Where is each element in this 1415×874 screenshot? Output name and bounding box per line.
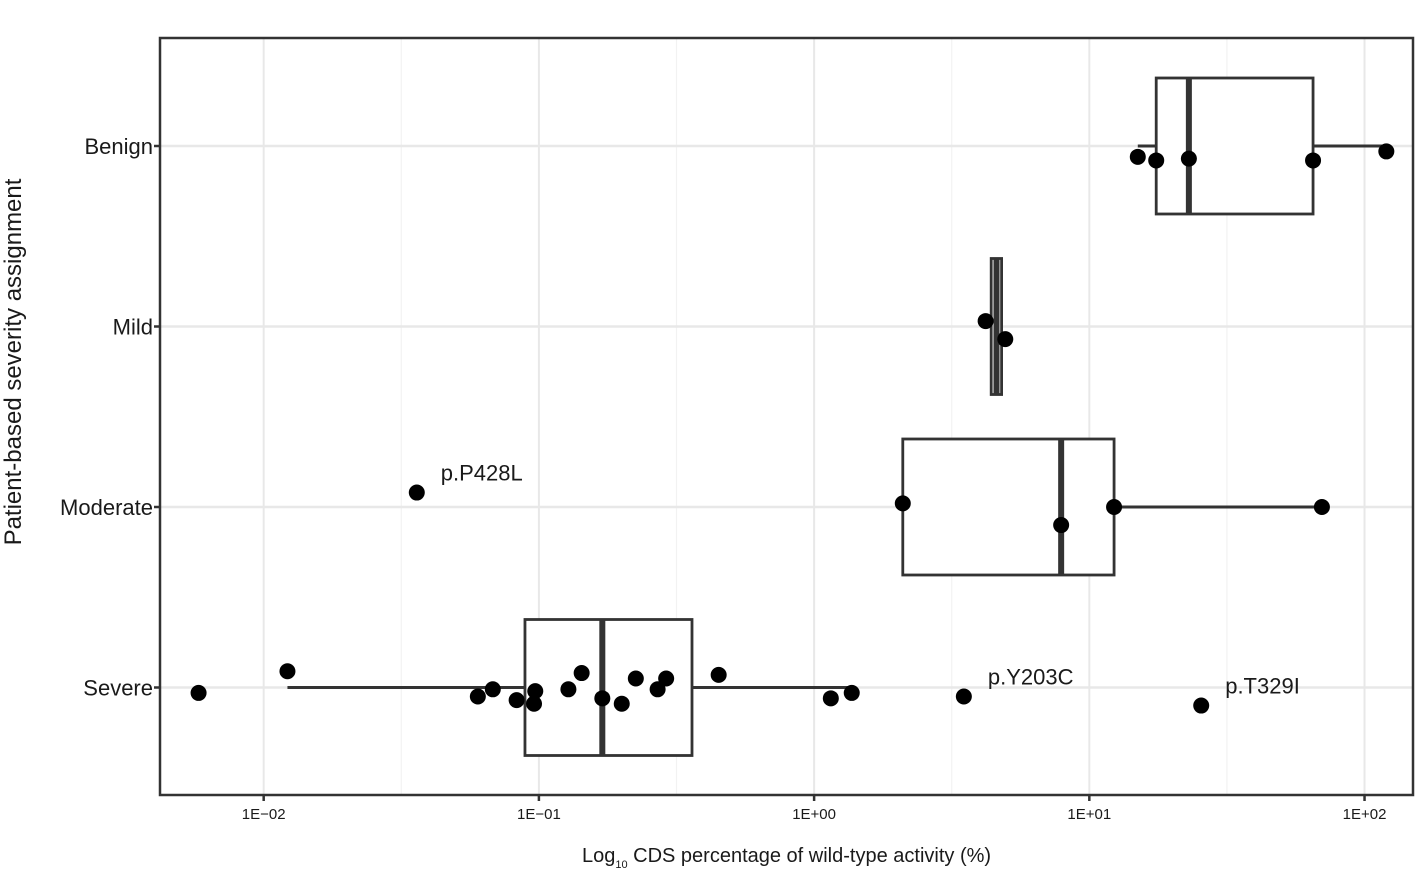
data-point	[1180, 150, 1197, 167]
x-tick-label: 1E+02	[1343, 806, 1387, 823]
data-point	[1193, 697, 1210, 714]
data-point	[894, 495, 911, 512]
x-tick-label: 1E−01	[517, 806, 561, 823]
data-point	[573, 665, 590, 682]
data-point	[1305, 152, 1322, 169]
data-point	[190, 684, 207, 701]
data-point	[279, 663, 296, 680]
y-tick-label: Benign	[84, 134, 153, 159]
y-tick-label: Mild	[113, 315, 153, 340]
y-axis: Benign Mild Moderate Severe	[60, 134, 160, 701]
point-label: p.Y203C	[988, 665, 1074, 690]
plot-panel-border	[158, 36, 1415, 797]
data-point	[1053, 517, 1070, 534]
box-benign	[1154, 76, 1315, 216]
point-annotations: p.P428L p.Y203C p.T329I	[441, 461, 1300, 699]
x-tick-label: 1E+00	[792, 806, 836, 823]
data-point	[527, 683, 544, 700]
data-point	[658, 670, 675, 687]
data-points	[190, 143, 1395, 714]
data-point	[955, 688, 972, 705]
data-point	[560, 681, 577, 698]
data-point	[627, 670, 644, 687]
boxes	[287, 76, 1387, 757]
y-tick-label: Severe	[83, 676, 153, 701]
data-point	[408, 484, 425, 501]
data-point	[1106, 499, 1123, 515]
data-point	[997, 331, 1014, 348]
data-point	[649, 681, 666, 698]
data-point	[594, 690, 611, 707]
data-point	[613, 695, 630, 712]
data-point	[1129, 148, 1146, 165]
data-point	[526, 695, 543, 712]
x-axis: 1E−02 1E−01 1E+00 1E+01 1E+02	[242, 795, 1387, 823]
point-label: p.T329I	[1225, 674, 1300, 699]
x-tick-label: 1E−02	[242, 806, 286, 823]
data-point	[469, 688, 486, 705]
data-point	[710, 666, 727, 683]
data-point	[843, 684, 860, 701]
data-point	[508, 692, 525, 709]
box-severe	[523, 618, 694, 757]
data-point	[977, 313, 994, 330]
point-label: p.P428L	[441, 461, 523, 486]
x-tick-label: 1E+01	[1067, 806, 1111, 823]
data-point	[1378, 143, 1395, 160]
data-point	[822, 690, 839, 707]
data-point	[1148, 152, 1165, 169]
data-point	[1313, 499, 1330, 515]
data-point	[484, 681, 501, 698]
x-axis-title: Log10 CDS percentage of wild-type activi…	[581, 845, 992, 871]
box-moderate	[901, 437, 1116, 577]
y-tick-label: Moderate	[60, 495, 153, 520]
